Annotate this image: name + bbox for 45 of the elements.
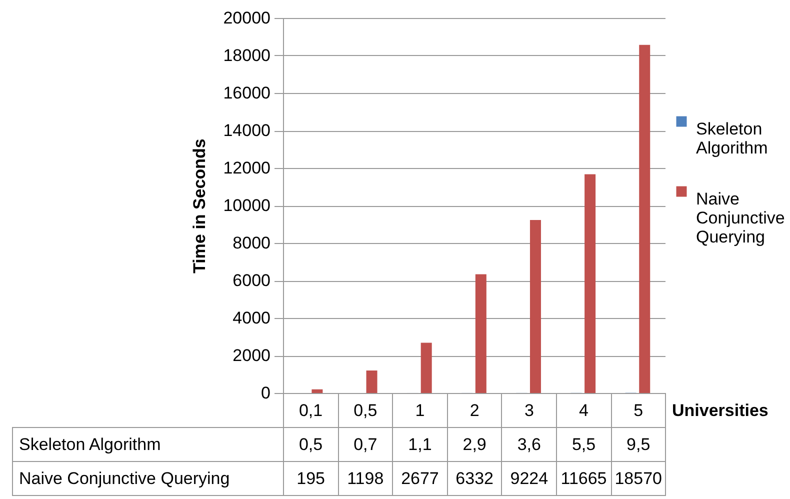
- x-axis-title: Universities: [672, 401, 768, 421]
- y-tick-label: 18000: [223, 46, 270, 65]
- bar: [584, 174, 596, 393]
- bar: [530, 220, 541, 393]
- y-tick-label: 6000: [232, 271, 270, 290]
- data-label: 195: [284, 462, 338, 496]
- data-label: 9,5: [611, 428, 666, 462]
- bar: [312, 389, 323, 393]
- y-tick-label: 4000: [232, 308, 270, 328]
- data-label: 1198: [338, 462, 393, 496]
- data-label: 6332: [447, 462, 502, 496]
- x-tick-label: 0,1: [284, 394, 338, 428]
- y-tick-label: 14000: [223, 121, 270, 140]
- y-tick-label: 2000: [232, 346, 270, 365]
- data-label: 3,6: [502, 428, 556, 462]
- x-tick-label: 4: [556, 394, 612, 428]
- text: Naive Conjunctive Querying: [19, 468, 230, 488]
- legend-label: Naive Conjunctive Querying: [696, 190, 785, 246]
- x-tick-label: 1: [392, 394, 448, 428]
- data-label: 11665: [556, 462, 612, 496]
- y-tick-label: 12000: [223, 158, 270, 178]
- x-tick-label: 2: [447, 394, 502, 428]
- data-label: 18570: [611, 462, 666, 496]
- bar: [366, 370, 378, 393]
- y-axis-title: Time in Seconds: [190, 138, 210, 274]
- data-label: 2,9: [447, 428, 502, 462]
- data-label: 0,5: [284, 428, 338, 462]
- legend-label: Skeleton Algorithm: [696, 120, 768, 158]
- text: Skeleton Algorithm: [19, 434, 161, 454]
- y-tick-label: 0: [261, 384, 270, 402]
- data-label: 9224: [502, 462, 556, 496]
- y-tick-label: 10000: [223, 196, 270, 215]
- y-tick-label: 20000: [223, 8, 270, 28]
- bar: [420, 342, 432, 393]
- x-tick-label: 0,5: [338, 394, 393, 428]
- data-label: 2677: [392, 462, 448, 496]
- data-label: 0,7: [338, 428, 393, 462]
- bar: [475, 274, 486, 393]
- y-tick-label: 16000: [223, 84, 270, 102]
- x-tick-label: 5: [611, 394, 666, 428]
- data-label: 1,1: [392, 428, 448, 462]
- bar: [639, 44, 650, 393]
- y-tick-label: 8000: [232, 234, 270, 252]
- data-label: 5,5: [556, 428, 612, 462]
- x-tick-label: 3: [502, 394, 556, 428]
